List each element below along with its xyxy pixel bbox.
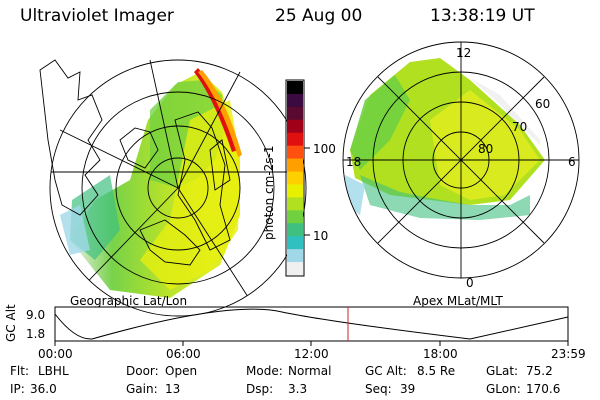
colorbar-segment	[287, 106, 303, 121]
colorbar-segment	[287, 81, 303, 95]
right-aurora-image	[345, 58, 545, 220]
left-aurora-image	[60, 68, 242, 298]
mlat-label-60: 60	[535, 97, 551, 111]
colorbar-segment	[287, 223, 303, 237]
colorbar-tick-10: 10	[313, 229, 329, 243]
info-key: GLon:	[486, 382, 521, 396]
colorbar-segment	[287, 197, 303, 211]
instrument-title: Ultraviolet Imager	[20, 6, 174, 26]
info-key: Dsp:	[246, 382, 274, 396]
altitude-xtick: 06:00	[166, 347, 201, 361]
altitude-xtick: 00:00	[38, 347, 73, 361]
info-value: 170.6	[526, 382, 561, 396]
colorbar-tick-100: 100	[313, 142, 336, 156]
info-key: Door:	[126, 364, 159, 378]
altitude-ytick-1: 1.8	[26, 327, 46, 341]
info-value: 75.2	[526, 364, 553, 378]
info-key: Seq:	[365, 382, 392, 396]
info-value: 8.5 Re	[417, 364, 456, 378]
altitude-xtick: 18:00	[423, 347, 458, 361]
mlat-label-70: 70	[512, 120, 528, 134]
info-key: Flt:	[10, 364, 29, 378]
mlt-label-12: 12	[456, 46, 472, 60]
colorbar-segment	[287, 171, 303, 185]
info-key: GLat:	[486, 364, 519, 378]
colorbar-label: photon cm-2s-1	[262, 145, 276, 241]
colorbar-segment	[287, 236, 303, 250]
altitude-ylabel: GC Alt	[4, 304, 18, 342]
magnetic-polar-panel	[342, 41, 580, 279]
image-date: 25 Aug 00	[275, 6, 363, 26]
colorbar	[285, 79, 305, 277]
altitude-xtick: 12:00	[294, 347, 329, 361]
colorbar-segment	[287, 119, 303, 134]
colorbar-segment	[287, 145, 303, 160]
altitude-plot	[54, 306, 569, 346]
colorbar-segment	[287, 210, 303, 224]
left-panel-label: Geographic Lat/Lon	[70, 294, 188, 308]
info-value: Normal	[288, 364, 332, 378]
info-key: Mode:	[246, 364, 283, 378]
mlt-label-0: 0	[466, 276, 474, 290]
info-value: 36.0	[30, 382, 57, 396]
info-value: Open	[165, 364, 198, 378]
info-key: IP:	[10, 382, 25, 396]
colorbar-segment	[287, 93, 303, 108]
info-key: GC Alt:	[365, 364, 407, 378]
info-value: 3.3	[288, 382, 308, 396]
colorbar-segment	[287, 158, 303, 173]
altitude-ytick-9: 9.0	[26, 308, 46, 322]
colorbar-segment	[287, 132, 303, 147]
info-value: 39	[400, 382, 416, 396]
apex-grid	[342, 41, 580, 279]
info-value: 13	[165, 382, 181, 396]
mlat-label-80: 80	[478, 142, 494, 156]
image-time: 13:38:19 UT	[430, 6, 535, 26]
altitude-xtick: 23:59	[551, 347, 586, 361]
info-key: Gain:	[126, 382, 158, 396]
right-panel-label: Apex MLat/MLT	[413, 294, 503, 308]
info-value: LBHL	[38, 364, 69, 378]
mlt-label-18: 18	[346, 155, 362, 169]
colorbar-segment	[287, 249, 303, 263]
colorbar-segment	[287, 262, 303, 276]
mlt-label-6: 6	[568, 155, 576, 169]
colorbar-segment	[287, 184, 303, 198]
